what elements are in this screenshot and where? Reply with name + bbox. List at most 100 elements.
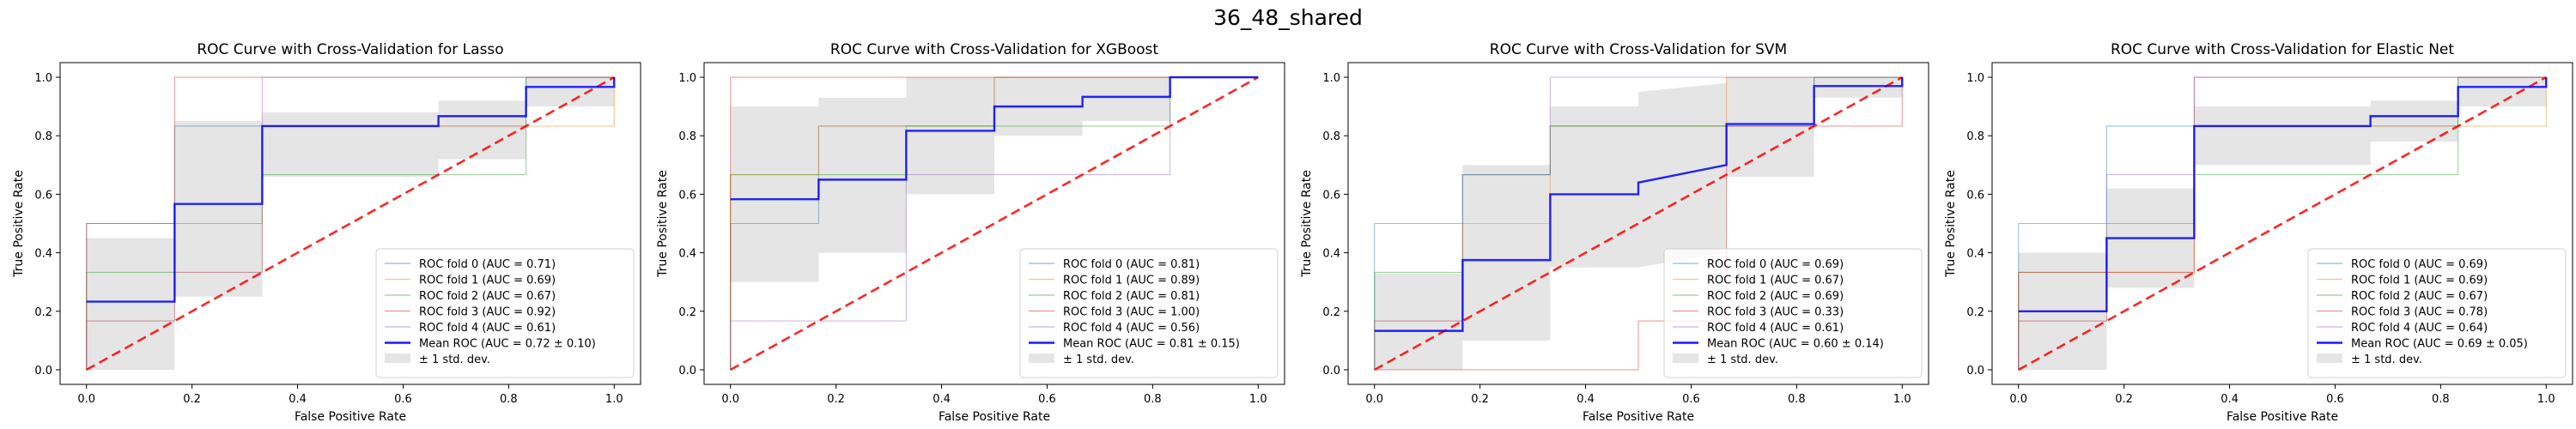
roc-chart-svg: ROC Curve with Cross-Validation for Elas… <box>1944 41 2573 424</box>
x-tick-label: 0.6 <box>1682 393 1700 406</box>
y-tick-label: 0.4 <box>1322 248 1340 261</box>
legend-entry-label: ROC fold 2 (AUC = 0.69) <box>1707 290 1844 303</box>
legend-box <box>1663 248 1923 378</box>
legend-box <box>375 248 635 378</box>
y-axis-label: True Positive Rate <box>12 170 26 278</box>
legend-entry-label: ROC fold 1 (AUC = 0.67) <box>1707 275 1844 287</box>
x-tick-label: 1.0 <box>1249 393 1267 406</box>
roc-fold-1-line <box>2018 77 2547 370</box>
y-axis-label: True Positive Rate <box>1944 170 1958 278</box>
legend-box <box>1019 248 1279 378</box>
chart-title: ROC Curve with Cross-Validation for XGBo… <box>830 41 1159 58</box>
legend-entry-label: Mean ROC (AUC = 0.60 ± 0.14) <box>1707 338 1884 351</box>
legend-entry-label: ROC fold 4 (AUC = 0.61) <box>419 322 556 335</box>
x-tick-label: 0.8 <box>500 393 518 406</box>
y-tick-label: 0.8 <box>1966 130 1984 143</box>
y-tick-label: 1.0 <box>34 72 52 85</box>
x-tick-label: 1.0 <box>1893 393 1911 406</box>
y-tick-label: 1.0 <box>1322 72 1340 85</box>
legend-entry-label: ± 1 std. dev. <box>419 353 490 366</box>
chance-line <box>2018 76 2547 372</box>
y-tick-label: 0.8 <box>678 130 696 143</box>
roc-chart-svg: ROC Curve with Cross-Validation for SVM 0… <box>1300 41 1929 424</box>
roc-fold-0-line <box>86 76 615 370</box>
y-tick-label: 0.4 <box>678 248 696 261</box>
legend: ROC fold 0 (AUC = 0.71) ROC fold 1 (AUC =… <box>375 248 635 378</box>
x-tick-label: 0.2 <box>183 393 201 406</box>
legend-entry-label: ROC fold 2 (AUC = 0.67) <box>2351 290 2488 303</box>
x-tick-label: 0.8 <box>2432 393 2450 406</box>
legend-entry-label: ROC fold 3 (AUC = 0.33) <box>1707 306 1844 319</box>
legend-entry-label: ROC fold 1 (AUC = 0.69) <box>419 275 556 287</box>
legend-entry-label: ROC fold 0 (AUC = 0.69) <box>2351 258 2488 271</box>
y-tick-label: 0.0 <box>34 365 52 378</box>
legend-entry-label: ± 1 std. dev. <box>1063 353 1134 366</box>
figure-title: 36_48_shared <box>1213 5 1363 30</box>
legend-entry-label: ± 1 std. dev. <box>2351 353 2422 366</box>
plot-frame <box>1991 62 2573 385</box>
roc-fold-1-line <box>730 76 1259 370</box>
y-tick-label: 0.8 <box>1322 130 1340 143</box>
legend-entry-label: Mean ROC (AUC = 0.72 ± 0.10) <box>419 338 596 351</box>
y-tick-label: 0.6 <box>678 189 696 202</box>
chance-line <box>1374 76 1903 372</box>
x-axis-label: False Positive Rate <box>939 410 1050 424</box>
roc-fold-0-line <box>2018 76 2547 370</box>
x-tick-label: 0.4 <box>1577 393 1595 406</box>
y-tick-label: 0.6 <box>1322 189 1340 202</box>
y-tick-label: 0.4 <box>34 248 52 261</box>
x-axis-label: False Positive Rate <box>295 410 406 424</box>
legend-entry-label: ROC fold 1 (AUC = 0.89) <box>1063 275 1200 287</box>
roc-fold-3-line <box>730 76 1259 370</box>
y-tick-label: 0.0 <box>1966 365 1984 378</box>
roc-chart-svg: ROC Curve with Cross-Validation for XGBo… <box>656 41 1285 424</box>
y-tick-label: 0.2 <box>678 306 696 319</box>
chance-line <box>86 76 615 372</box>
x-tick-label: 0.0 <box>77 393 95 406</box>
y-tick-label: 1.0 <box>1966 72 1984 85</box>
y-tick-label: 0.0 <box>1322 365 1340 378</box>
y-tick-label: 0.6 <box>34 189 52 202</box>
x-tick-label: 0.2 <box>2115 393 2133 406</box>
chart-title: ROC Curve with Cross-Validation for Lass… <box>197 41 503 58</box>
legend-entry-label: ROC fold 4 (AUC = 0.56) <box>1063 322 1200 335</box>
legend-entry-label: ROC fold 3 (AUC = 0.78) <box>2351 306 2488 319</box>
x-tick-label: 0.8 <box>1788 393 1806 406</box>
legend-entry-label: ROC fold 2 (AUC = 0.81) <box>1063 290 1200 303</box>
x-tick-label: 0.6 <box>1038 393 1056 406</box>
legend-box <box>2307 248 2567 378</box>
legend-entry-label: ROC fold 0 (AUC = 0.81) <box>1063 258 1200 271</box>
y-axis-label: True Positive Rate <box>1300 170 1314 278</box>
xgboost-roc-panel: ROC Curve with Cross-Validation for XGBo… <box>644 0 1288 429</box>
legend-entry-label: Mean ROC (AUC = 0.69 ± 0.05) <box>2351 338 2528 351</box>
legend-entry-label: ROC fold 4 (AUC = 0.64) <box>2351 322 2488 335</box>
x-tick-label: 0.0 <box>721 393 739 406</box>
x-tick-label: 0.0 <box>1365 393 1383 406</box>
chart-title: ROC Curve with Cross-Validation for Elas… <box>2111 41 2454 58</box>
plot-frame <box>1347 62 1929 385</box>
plot-frame <box>703 62 1285 385</box>
plot-frame <box>59 62 641 385</box>
legend-entry-label: ROC fold 0 (AUC = 0.69) <box>1707 258 1844 271</box>
x-tick-label: 0.0 <box>2009 393 2027 406</box>
legend-swatch-band <box>1673 353 1698 363</box>
roc-fold-0-line <box>730 76 1259 370</box>
legend-entry-label: ROC fold 1 (AUC = 0.69) <box>2351 275 2488 287</box>
x-axis-label: False Positive Rate <box>2227 410 2338 424</box>
y-tick-label: 0.4 <box>1966 248 1984 261</box>
mean-roc-line <box>730 76 1259 201</box>
x-tick-label: 0.2 <box>827 393 845 406</box>
y-tick-label: 0.6 <box>1966 189 1984 202</box>
chance-line <box>730 76 1259 372</box>
y-tick-label: 1.0 <box>678 72 696 85</box>
legend-swatch-band <box>385 353 410 363</box>
x-axis-label: False Positive Rate <box>1583 410 1694 424</box>
legend-swatch-band <box>1029 353 1054 363</box>
legend-entry-label: Mean ROC (AUC = 0.81 ± 0.15) <box>1063 338 1240 351</box>
roc-fold-4-line <box>1374 76 1903 370</box>
y-tick-label: 0.0 <box>678 365 696 378</box>
x-tick-label: 0.6 <box>2326 393 2344 406</box>
elastic-net-roc-panel: ROC Curve with Cross-Validation for Elas… <box>1932 0 2576 429</box>
legend-entry-label: ROC fold 0 (AUC = 0.71) <box>419 258 556 271</box>
roc-chart-svg: ROC Curve with Cross-Validation for Lass… <box>12 41 641 424</box>
